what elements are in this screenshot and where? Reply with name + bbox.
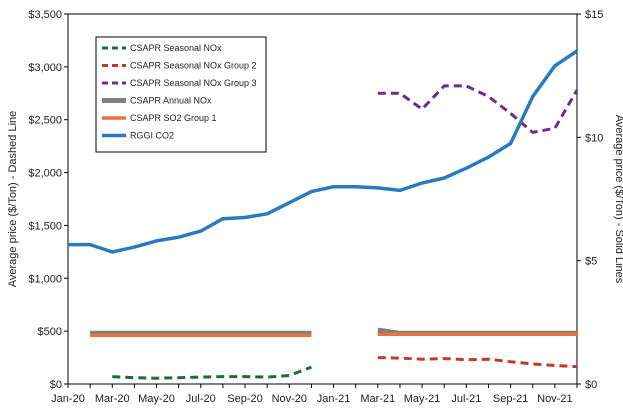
left-y-tick-label: $1,000: [28, 273, 62, 285]
x-tick-label: Sep-21: [493, 393, 528, 405]
series-line-csapr-seasonal-nox-group-2: [377, 356, 578, 369]
plot-frame: [67, 13, 578, 385]
legend-label: CSAPR Seasonal NOx: [130, 43, 222, 53]
right-y-tick-label: $15: [585, 9, 603, 21]
left-y-tick-label: $2,000: [28, 168, 62, 180]
x-tick-label: Jul-21: [451, 393, 481, 405]
left-y-tick-label: $500: [38, 326, 62, 338]
legend-label: CSAPR Seasonal NOx Group 2: [130, 61, 257, 71]
left-y-tick-label: $3,500: [28, 9, 62, 21]
legend: CSAPR Seasonal NOx CSAPR Seasonal NOx Gro…: [95, 36, 267, 153]
left-y-tick-label: $2,500: [28, 115, 62, 127]
x-tick-label: Jan-21: [317, 393, 351, 405]
left-y-tick-label: $0: [50, 379, 62, 391]
right-y-tick-label: $0: [585, 379, 597, 391]
legend-label: CSAPR SO2 Group 1: [130, 113, 217, 123]
series-line-csapr-seasonal-nox-group-3: [377, 84, 579, 134]
right-axis-title: Average price ($/Ton) - Solid Lines: [613, 115, 623, 284]
axes: $0 $500 $1,000 $1,500 $2,000 $2,500 $3,000 $3,5…: [7, 9, 623, 405]
x-tick-label: Sep-20: [227, 393, 262, 405]
left-axis-title: Average price ($/Ton) - Dashed Line: [7, 111, 19, 288]
x-tick-label: Nov-21: [537, 393, 572, 405]
legend-box: [95, 36, 267, 153]
right-y-tick-label: $5: [585, 256, 597, 268]
x-tick-label: May-20: [138, 393, 175, 405]
x-tick-label: Mar-21: [360, 393, 395, 405]
legend-label: RGGI CO2: [130, 131, 174, 141]
series-line-rggi-co2: [68, 49, 578, 254]
x-tick-label: Mar-20: [95, 393, 130, 405]
left-y-tick-label: $1,500: [28, 220, 62, 232]
series-line-csapr-seasonal-nox: [112, 365, 312, 380]
legend-label: CSAPR Annual NOx: [130, 96, 212, 106]
x-tick-label: Jan-20: [51, 393, 85, 405]
legend-label: CSAPR Seasonal NOx Group 3: [130, 78, 257, 88]
x-tick-label: May-21: [404, 393, 441, 405]
left-y-tick-label: $3,000: [28, 62, 62, 74]
x-tick-label: Jul-20: [186, 393, 216, 405]
series-layer: [68, 49, 579, 380]
x-tick-label: Nov-20: [272, 393, 307, 405]
right-y-tick-label: $10: [585, 132, 603, 144]
